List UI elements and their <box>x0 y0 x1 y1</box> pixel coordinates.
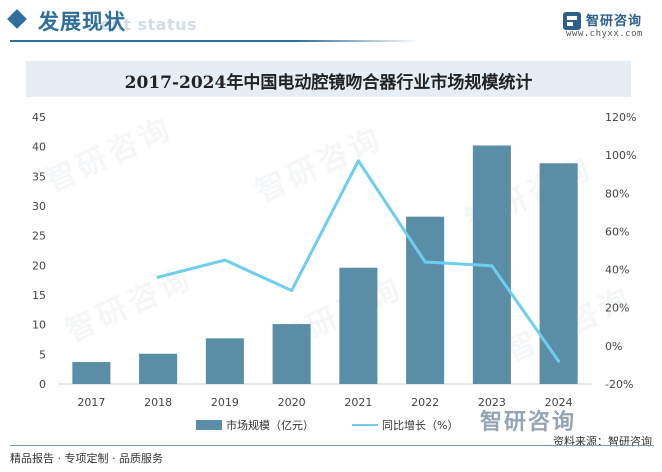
brand-logo-name: 智研咨询 <box>586 14 643 29</box>
legend-line-swatch <box>352 424 378 426</box>
y-right-tick-label: 40% <box>605 264 629 277</box>
y-left-tick-label: 5 <box>39 348 46 361</box>
bar-2020 <box>272 324 311 384</box>
y-left-tick-label: 15 <box>32 289 46 302</box>
bar-2018 <box>139 353 178 384</box>
brand-logo: 智研咨询 www.chyxx.com <box>562 7 658 41</box>
y-right-tick-label: 100% <box>605 149 636 162</box>
x-tick-label: 2024 <box>545 396 573 409</box>
y-right-tick-label: -20% <box>605 378 633 391</box>
y-right-tick-label: 60% <box>605 225 629 238</box>
y-left-tick-label: 40 <box>32 141 46 154</box>
y-right-tick-label: 80% <box>605 187 629 200</box>
legend-item-market-size: 市场规模（亿元） <box>196 417 336 433</box>
growth-point-2019 <box>223 258 227 262</box>
header-title: 发展现状 <box>38 10 126 34</box>
header-divider <box>10 40 420 42</box>
page-header: ent status 发展现状 智研咨询 www.chyxx.com <box>0 0 662 46</box>
growth-point-2024 <box>557 359 561 363</box>
x-tick-label: 2019 <box>211 396 239 409</box>
growth-point-2020 <box>290 289 294 293</box>
y-left-tick-label: 10 <box>32 319 46 332</box>
brand-logo-icon <box>563 12 581 30</box>
y-left-tick-label: 45 <box>32 111 46 124</box>
x-tick-label: 2020 <box>278 396 306 409</box>
growth-point-2022 <box>423 260 427 264</box>
brand-logo-url: www.chyxx.com <box>566 29 643 39</box>
y-right-tick-label: 0% <box>605 340 622 353</box>
y-left-tick-label: 25 <box>32 230 46 243</box>
legend-line-label: 同比增长（%） <box>382 419 459 432</box>
y-left-tick-label: 35 <box>32 170 46 183</box>
x-tick-label: 2022 <box>411 396 439 409</box>
chart-legend: 市场规模（亿元） 同比增长（%） <box>0 417 662 433</box>
growth-point-2018 <box>156 275 160 279</box>
bar-2017 <box>72 362 111 384</box>
chart-title: 2017-2024年中国电动腔镜吻合器行业市场规模统计 <box>124 73 533 93</box>
y-right-tick-label: 120% <box>605 111 636 124</box>
chart-title-bar: 2017-2024年中国电动腔镜吻合器行业市场规模统计 <box>26 61 631 97</box>
footer-brand-watermark: 智研咨询 <box>480 410 577 435</box>
y-right-tick-label: 20% <box>605 302 629 315</box>
x-tick-label: 2021 <box>344 396 372 409</box>
footer-divider <box>10 445 654 446</box>
legend-item-yoy-growth: 同比增长（%） <box>352 417 482 433</box>
x-tick-label: 2023 <box>478 396 506 409</box>
source-note: 资料来源：智研咨询 <box>553 435 652 448</box>
y-left-tick-label: 30 <box>32 200 46 213</box>
x-tick-label: 2017 <box>77 396 105 409</box>
bar-2024 <box>539 163 578 384</box>
x-tick-label: 2018 <box>144 396 172 409</box>
y-left-tick-label: 0 <box>39 378 46 391</box>
y-left-tick-label: 20 <box>32 259 46 272</box>
legend-bar-swatch <box>196 420 222 430</box>
growth-point-2021 <box>356 159 360 163</box>
bar-2021 <box>339 267 378 384</box>
footer-slogan: 精品报告 · 专项定制 · 品质服务 <box>10 452 163 465</box>
growth-point-2023 <box>490 264 494 268</box>
header-subtitle-watermark: ent status <box>100 15 197 34</box>
bar-2019 <box>205 338 244 384</box>
legend-bar-label: 市场规模（亿元） <box>226 419 314 432</box>
